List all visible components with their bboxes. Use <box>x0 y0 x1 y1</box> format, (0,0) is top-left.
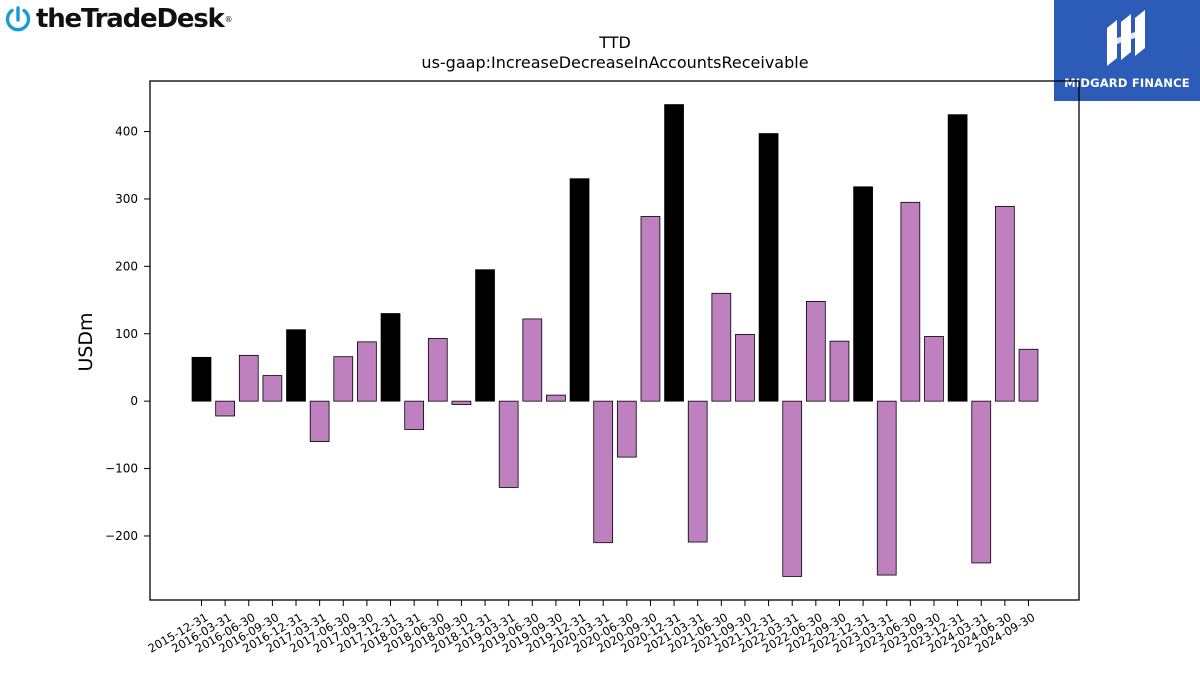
bar-2019-06-30 <box>522 318 543 402</box>
x-ticks-group: 2015-12-312016-03-312016-06-302016-09-30… <box>146 600 1037 656</box>
y-tick-label: 300 <box>115 192 138 206</box>
bar-2020-09-30 <box>640 216 661 402</box>
brand-name: theTradeDesk <box>36 4 225 34</box>
bar-2021-03-31 <box>687 400 708 543</box>
bar-2017-06-30 <box>333 356 354 402</box>
power-icon <box>5 6 31 32</box>
bar-2016-03-31 <box>215 400 235 417</box>
bar-2022-06-30 <box>805 301 826 402</box>
bar-2018-09-30 <box>451 400 472 405</box>
bar-2021-12-31 <box>758 133 779 402</box>
bar-2022-12-31 <box>853 186 873 402</box>
bar-2018-03-31 <box>404 400 425 430</box>
trade-desk-logo: theTradeDesk ® <box>4 2 233 36</box>
bar-2017-09-30 <box>357 341 377 402</box>
plot-frame <box>149 80 1080 601</box>
bar-2017-03-31 <box>309 400 330 443</box>
bar-2022-03-31 <box>782 400 803 577</box>
bar-2020-03-31 <box>593 400 614 544</box>
bar-2019-09-30 <box>546 394 566 402</box>
bar-2023-09-30 <box>924 336 944 402</box>
registered-mark: ® <box>224 14 233 24</box>
bar-2020-12-31 <box>664 104 684 402</box>
bar-2024-09-30 <box>1018 348 1039 402</box>
bar-2024-03-31 <box>971 400 992 564</box>
y-tick-label: 400 <box>115 125 138 139</box>
y-tick-label: 100 <box>115 327 138 341</box>
y-ticks-group: −200 −100 0 100 200 300 400 <box>105 125 150 543</box>
bar-2021-06-30 <box>711 292 732 402</box>
bar-2019-12-31 <box>569 178 590 402</box>
bar-2016-06-30 <box>238 354 259 402</box>
y-tick-label: 200 <box>115 259 138 273</box>
y-tick-label: −200 <box>105 529 138 543</box>
y-axis-label: USDm <box>75 312 97 371</box>
bar-2021-09-30 <box>735 334 755 402</box>
bar-2024-06-30 <box>995 205 1015 402</box>
partner-name: MIDGARD FINANCE <box>1064 76 1190 90</box>
midgard-emblem-icon <box>1107 10 1145 66</box>
bars-group <box>191 104 1039 577</box>
bar-2020-06-30 <box>616 400 637 458</box>
bar-2023-12-31 <box>947 114 968 402</box>
bar-2018-12-31 <box>475 269 495 402</box>
bar-2023-06-30 <box>900 201 921 402</box>
bar-2023-03-31 <box>876 400 897 576</box>
y-tick-label: −100 <box>105 462 138 476</box>
bar-2015-12-31 <box>191 356 212 402</box>
bar-2017-12-31 <box>380 313 401 402</box>
midgard-finance-logo: MIDGARD FINANCE <box>1054 0 1200 101</box>
bar-2016-09-30 <box>262 375 283 402</box>
chart-title: TTD <box>598 33 631 52</box>
bar-2022-09-30 <box>829 340 850 402</box>
bar-2018-06-30 <box>427 338 448 402</box>
bar-2016-12-31 <box>286 329 306 402</box>
bar-2019-03-31 <box>498 400 519 488</box>
chart-subtitle: us-gaap:IncreaseDecreaseInAccountsReceiv… <box>421 53 808 72</box>
y-tick-label: 0 <box>130 394 138 408</box>
